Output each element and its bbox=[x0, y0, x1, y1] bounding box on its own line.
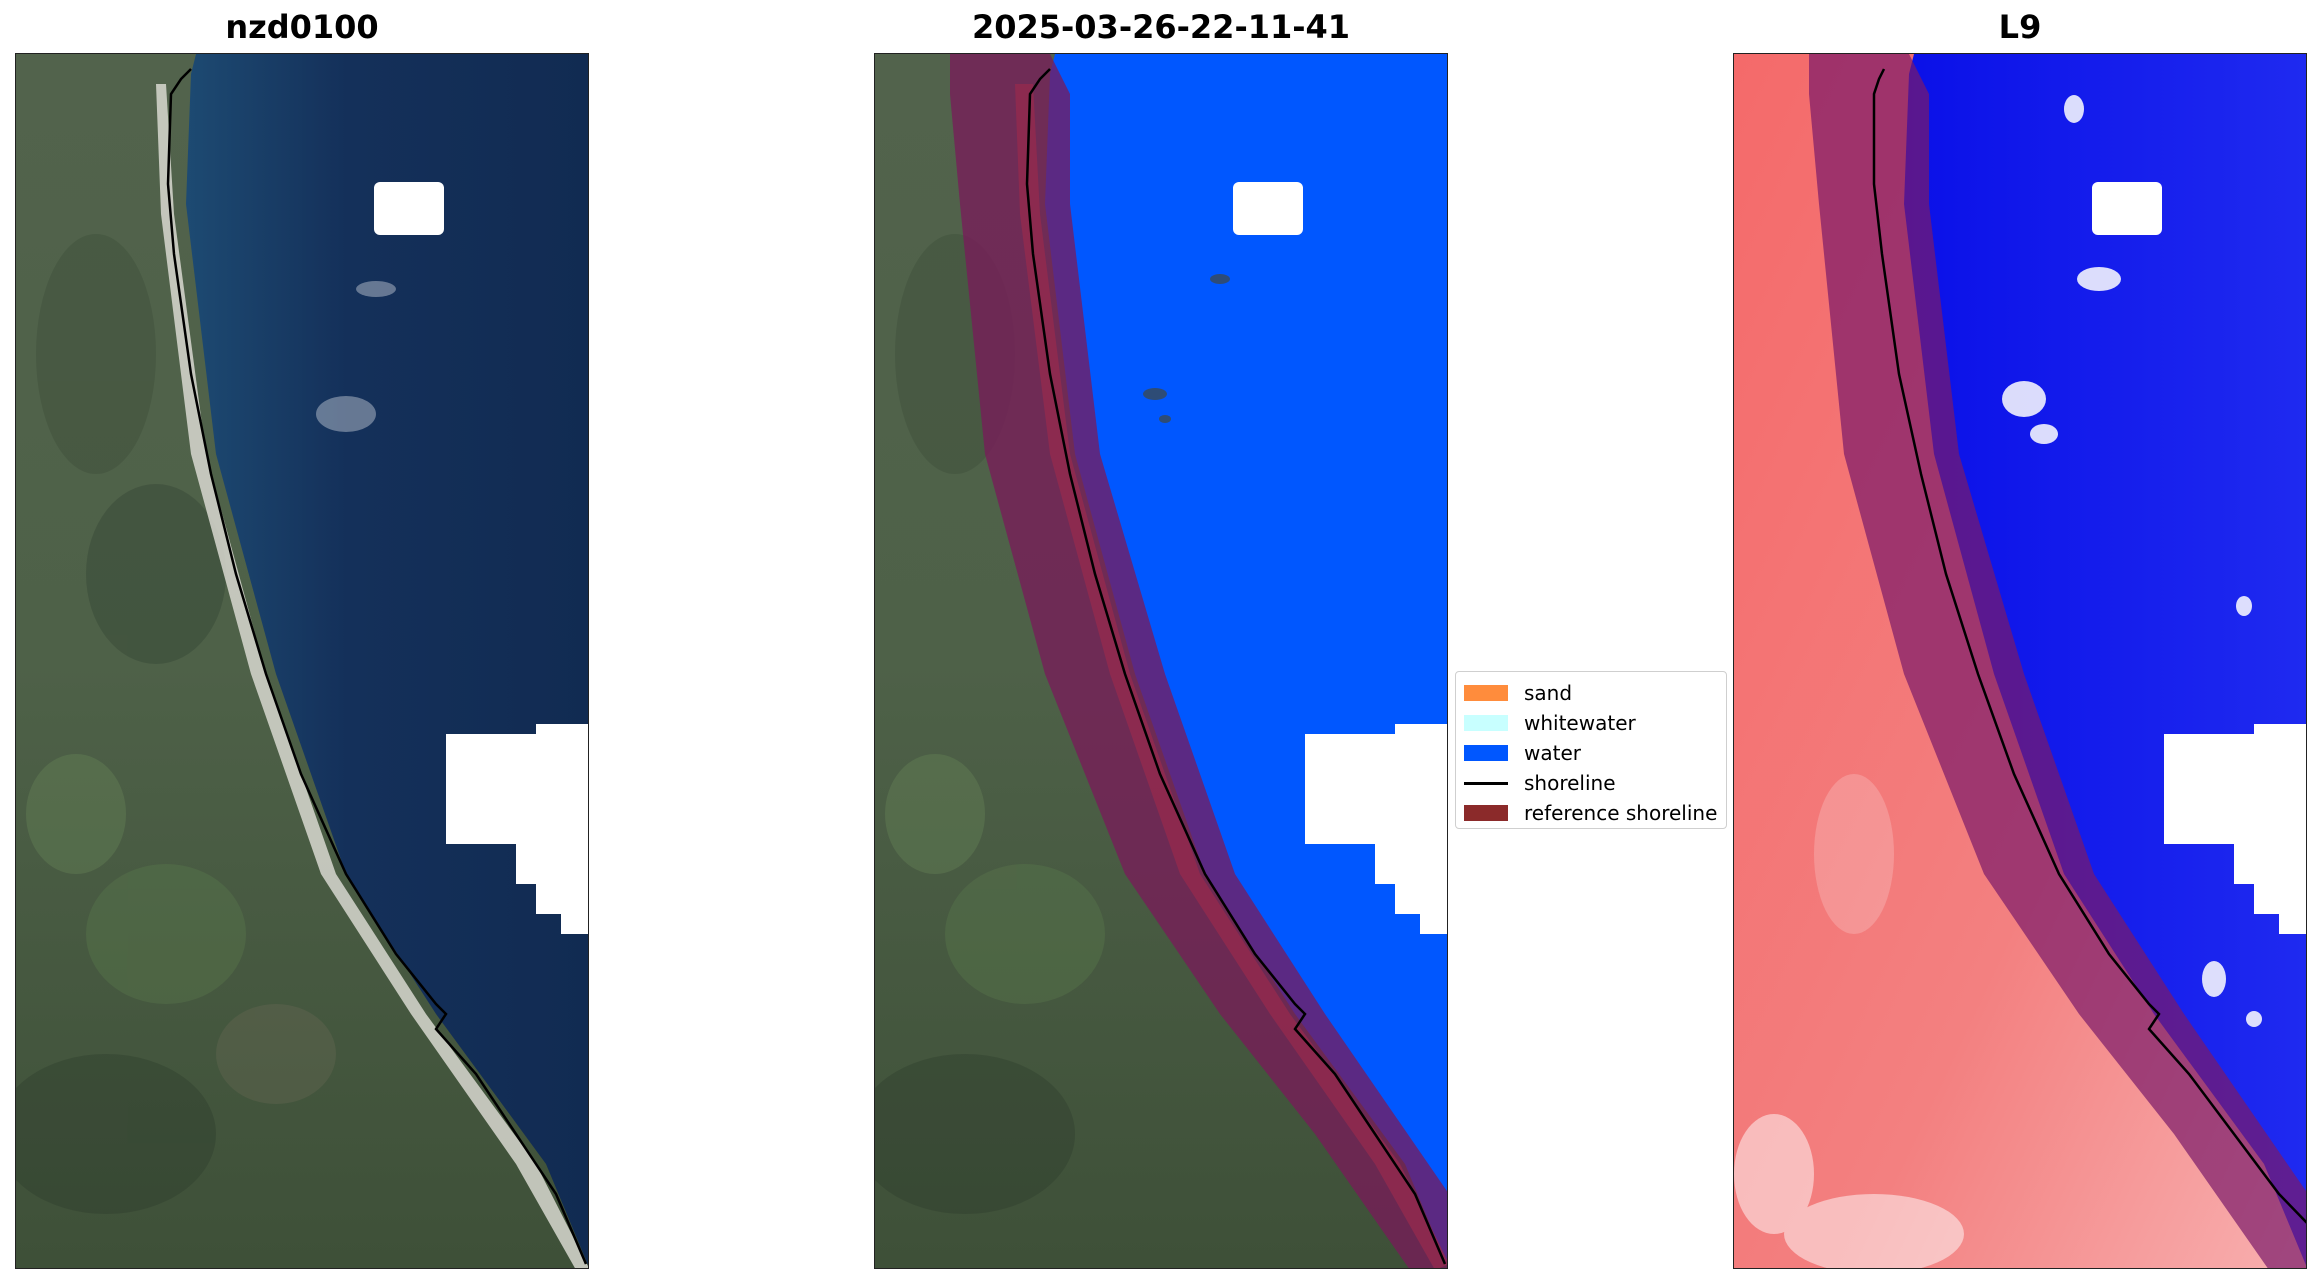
shoreline bbox=[166, 68, 588, 1265]
legend-item-sand: sand bbox=[1456, 678, 1726, 708]
cloud-mask bbox=[446, 724, 588, 934]
reference-shoreline-swatch bbox=[1464, 805, 1508, 821]
water-index bbox=[1904, 54, 2306, 1266]
index-image-panel bbox=[1733, 53, 2307, 1269]
legend-item-water: water bbox=[1456, 738, 1726, 768]
land-texture bbox=[16, 234, 336, 1214]
reference-shoreline-band bbox=[950, 54, 1447, 1268]
ocean bbox=[186, 54, 588, 1266]
water-swatch bbox=[1464, 745, 1508, 761]
cloud-mask bbox=[374, 182, 444, 235]
cloud-mask bbox=[1305, 724, 1447, 934]
water-class bbox=[1045, 54, 1447, 1266]
reference-shoreline-band bbox=[1809, 54, 2306, 1268]
cloud-mask bbox=[2164, 724, 2306, 934]
whitewater-swatch bbox=[1464, 715, 1508, 731]
panel-title-classified: 2025-03-26-22-11-41 bbox=[971, 8, 1351, 46]
legend: sand whitewater water shoreline referenc… bbox=[1455, 671, 1727, 829]
panel-title-rgb: nzd0100 bbox=[225, 8, 379, 46]
cloud-mask bbox=[1233, 182, 1303, 235]
shoreline bbox=[1872, 68, 2306, 1224]
legend-item-reference-shoreline: reference shoreline bbox=[1456, 798, 1726, 828]
index-image bbox=[1734, 54, 2306, 1268]
classified-image bbox=[875, 54, 1447, 1268]
rgb-image-panel bbox=[15, 53, 589, 1269]
sand-swatch bbox=[1464, 685, 1508, 701]
legend-item-shoreline: shoreline bbox=[1456, 768, 1726, 798]
cloud-mask bbox=[2092, 182, 2162, 235]
legend-item-whitewater: whitewater bbox=[1456, 708, 1726, 738]
panel-title-index: L9 bbox=[1998, 8, 2042, 46]
shoreline-line-swatch bbox=[1464, 781, 1508, 785]
shoreline bbox=[1025, 68, 1447, 1265]
faint-clouds bbox=[316, 281, 396, 432]
rgb-image bbox=[16, 54, 588, 1268]
classified-image-panel bbox=[874, 53, 1448, 1269]
